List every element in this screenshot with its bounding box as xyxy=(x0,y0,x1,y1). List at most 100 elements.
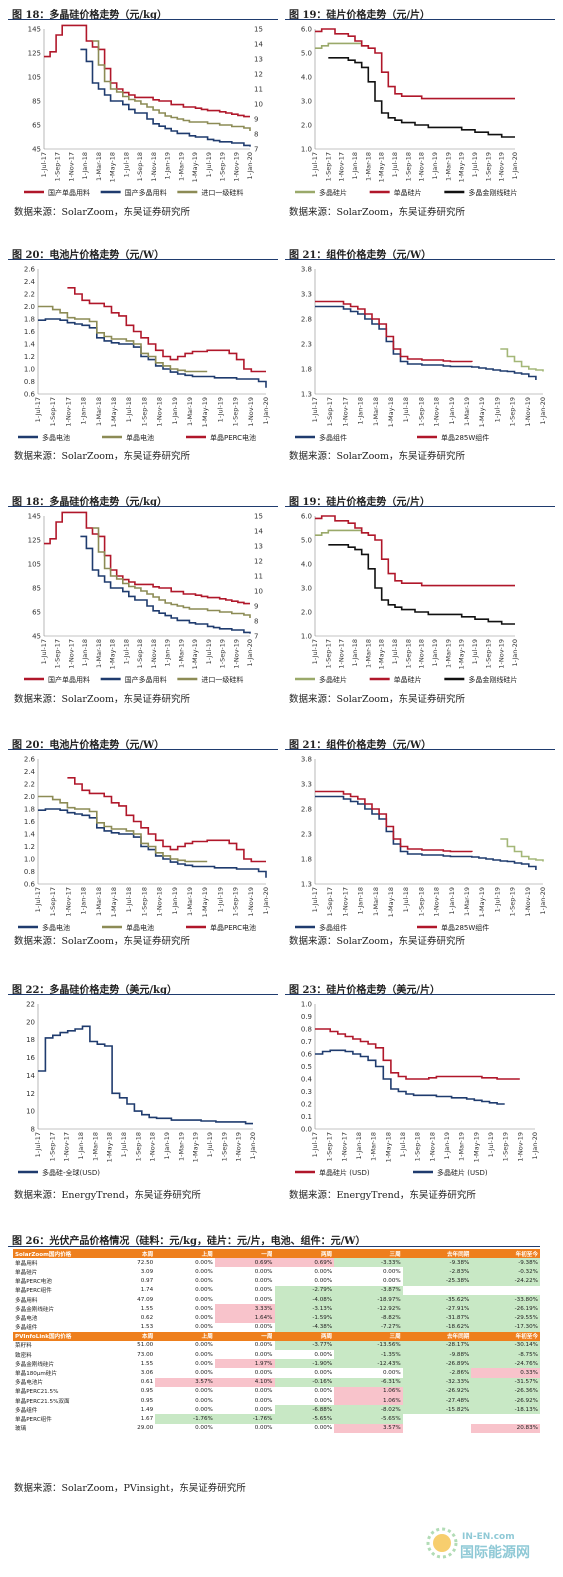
table-row: 多晶组件 1.53 0.00% 0.00% -4.38% -7.27% -18.62% -17… xyxy=(13,1322,540,1332)
series-line xyxy=(328,544,515,625)
x-tick-label: 1-Nov-17 xyxy=(64,397,72,427)
series-line xyxy=(38,305,208,373)
title-rule xyxy=(285,19,555,20)
series-line xyxy=(315,529,370,536)
table-cell: -2.83% xyxy=(402,1267,472,1277)
table-cell: -9.38% xyxy=(402,1258,472,1268)
x-tick-label: 1-Jul-17 xyxy=(40,152,48,177)
chart-title: 图 21：组件价格走势（元/W） xyxy=(289,740,432,751)
x-tick-label: 1-Jan-19 xyxy=(448,397,456,424)
table-cell xyxy=(471,1414,540,1423)
table-cell: -0.32% xyxy=(471,1267,540,1277)
x-tick-label: 1-Nov-17 xyxy=(63,1132,71,1162)
y-tick-label: 16 xyxy=(26,1054,35,1062)
y-tick-label: 3.8 xyxy=(301,756,312,764)
table-cell: 0.00% xyxy=(254,1342,273,1349)
legend-label: 多晶电池 xyxy=(42,433,70,442)
y2-tick-label: 9 xyxy=(254,603,258,611)
table-cell: -8.02% xyxy=(334,1405,403,1415)
y-tick-label: 14 xyxy=(26,1072,35,1080)
y2-tick-label: 12 xyxy=(254,71,263,79)
table-cell: 3.33% xyxy=(214,1304,275,1314)
table-cell: 一周 xyxy=(214,1331,275,1341)
x-tick-label: 1-Jul-17 xyxy=(34,1132,42,1157)
y-tick-label: 4.0 xyxy=(301,74,312,82)
table-cell: 两周 xyxy=(274,1249,335,1259)
table-cell: -33.80% xyxy=(471,1294,540,1305)
x-tick-label: 1-Sep-19 xyxy=(509,397,517,426)
table-cell: 0.00% xyxy=(195,1388,213,1395)
legend-label: 单晶硅片 xyxy=(394,675,422,684)
y-tick-label: 3.8 xyxy=(301,266,312,274)
chart-title: 图 22：多晶硅价格走势（美元/kg） xyxy=(12,985,177,996)
y-tick-label: 5.0 xyxy=(301,50,312,58)
table-cell: 0.00% xyxy=(195,1397,213,1404)
y-tick-label: 0.2 xyxy=(301,1101,312,1109)
table-cell: -27.91% xyxy=(402,1304,472,1314)
table-cell: -29.55% xyxy=(471,1313,540,1323)
x-tick-label: 1-Sep-17 xyxy=(326,1132,334,1161)
fig19-chart: 1.0 2.0 3.0 4.0 5.0 6.0 1-Jul-17 1-Sep-17 1-Nov-… xyxy=(295,513,519,684)
y2-tick-label: 15 xyxy=(254,513,263,521)
table-cell: 两周 xyxy=(274,1331,335,1341)
table-cell: 0.00% xyxy=(254,1388,273,1395)
table-cell: -31.57% xyxy=(471,1377,540,1387)
x-tick-label: 1-May-19 xyxy=(191,639,199,669)
table-cell: 1.67 xyxy=(140,1415,154,1422)
series-line xyxy=(315,28,515,100)
source-note: 数据来源：EnergyTrend，东吴证券研究所 xyxy=(289,1190,476,1201)
source-note: 数据来源：EnergyTrend，东吴证券研究所 xyxy=(14,1190,201,1201)
table-cell: 年初至今 xyxy=(471,1331,540,1341)
x-tick-label: 1-Sep-19 xyxy=(232,887,240,916)
x-tick-label: 1-May-18 xyxy=(109,639,117,669)
source-note: 数据来源：SolarZoom，东吴证券研究所 xyxy=(289,936,466,947)
table-cell: -26.89% xyxy=(402,1359,472,1369)
table-cell: 0.00% xyxy=(254,1351,273,1358)
y2-tick-label: 8 xyxy=(254,618,258,626)
x-tick-label: 1-Jan-18 xyxy=(81,639,89,666)
sun-icon xyxy=(426,1527,458,1559)
series-line xyxy=(80,535,251,634)
x-tick-label: 1-Nov-19 xyxy=(235,1132,243,1162)
series-line xyxy=(500,838,544,862)
y-tick-label: 1.8 xyxy=(301,366,312,374)
table-cell: -9.88% xyxy=(402,1350,472,1360)
table-cell: 1.55 xyxy=(140,1305,154,1312)
y-tick-label: 105 xyxy=(28,74,41,82)
x-tick-label: 1-Sep-18 xyxy=(417,887,425,916)
legend-label: 多晶金刚线硅片 xyxy=(468,188,517,197)
x-tick-label: 1-Nov-18 xyxy=(428,1132,436,1162)
x-tick-label: 1-Nov-17 xyxy=(341,397,349,427)
x-tick-label: 1-Jan-18 xyxy=(355,1132,363,1159)
table-cell: -6.88% xyxy=(274,1405,335,1415)
x-tick-label: 1-Jan-20 xyxy=(262,397,270,424)
table-cell: 1.06% xyxy=(334,1386,403,1396)
table-cell: 0.00% xyxy=(254,1406,273,1413)
table-cell: 51.00 xyxy=(137,1342,154,1349)
x-tick-label: 1-Jan-19 xyxy=(171,397,179,424)
table-cell: 0.00% xyxy=(382,1278,401,1285)
y2-tick-label: 12 xyxy=(254,558,263,566)
legend-label: 单晶硅片 xyxy=(394,188,422,197)
x-tick-label: 1-Nov-19 xyxy=(232,152,240,182)
x-tick-label: 1-Nov-19 xyxy=(232,639,240,669)
y-tick-label: 45 xyxy=(32,633,41,641)
x-tick-label: 1-Mar-18 xyxy=(370,1132,378,1161)
y-tick-label: 6.0 xyxy=(301,513,312,521)
watermark-logo: IN-EN.com 国际能源网 xyxy=(426,1527,530,1561)
table-cell: 0.95 xyxy=(140,1397,154,1404)
table-cell: -3.87% xyxy=(334,1285,403,1295)
x-tick-label: 1-Jul-19 xyxy=(205,152,213,177)
x-tick-label: 1-Jul-18 xyxy=(399,1132,407,1157)
x-tick-label: 1-Jul-18 xyxy=(122,152,130,177)
y-tick-label: 2.4 xyxy=(24,278,36,286)
y-tick-label: 0.5 xyxy=(301,1063,312,1071)
x-tick-label: 1-Sep-17 xyxy=(54,639,62,668)
title-rule xyxy=(8,259,278,260)
table-cell: 0.00% xyxy=(195,1278,213,1285)
x-tick-label: 1-Mar-18 xyxy=(364,639,372,668)
y-tick-label: 1.2 xyxy=(24,353,35,361)
table-cell: 单晶PERC21.5%双面 xyxy=(15,1398,70,1405)
table-cell: 玻璃 xyxy=(15,1426,27,1433)
x-tick-label: 1-Jul-19 xyxy=(471,152,479,177)
